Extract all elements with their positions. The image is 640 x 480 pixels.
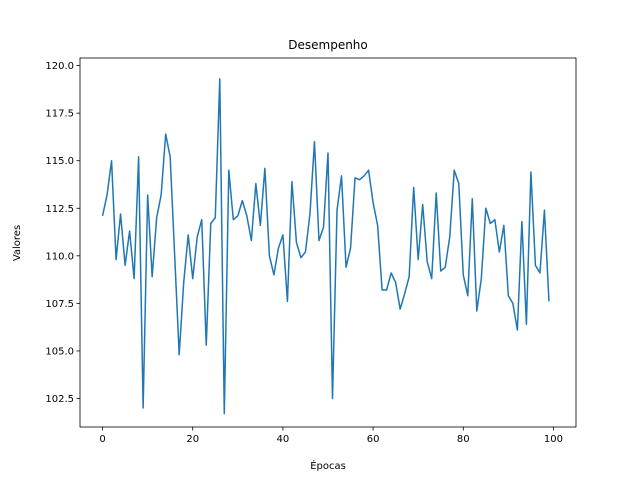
y-tick-label: 110.0 (45, 251, 74, 262)
chart-title: Desempenho (288, 38, 368, 52)
y-tick-label: 112.5 (45, 204, 74, 215)
plot-area: 0 20 40 60 80 100 102.5 105.0 107.5 110.0 112.5 115… (45, 57, 577, 445)
y-tick-label: 115.0 (45, 156, 74, 167)
y-tick-label: 105.0 (45, 346, 74, 357)
axes-frame (79, 57, 577, 428)
y-tick-label: 107.5 (45, 299, 74, 310)
x-tick-label: 20 (186, 434, 199, 445)
x-tick-label: 80 (457, 434, 470, 445)
y-tick-label: 102.5 (45, 394, 74, 405)
x-tick-label: 60 (367, 434, 380, 445)
y-tick-label: 120.0 (45, 61, 74, 72)
x-tick-label: 100 (544, 434, 563, 445)
y-tick-label: 117.5 (45, 109, 74, 120)
series-line (101, 78, 550, 415)
y-axis-label: Valores (12, 225, 23, 261)
x-tick-label: 40 (277, 434, 290, 445)
x-axis-label: Épocas (310, 459, 346, 472)
x-tick-label: 0 (99, 434, 105, 445)
